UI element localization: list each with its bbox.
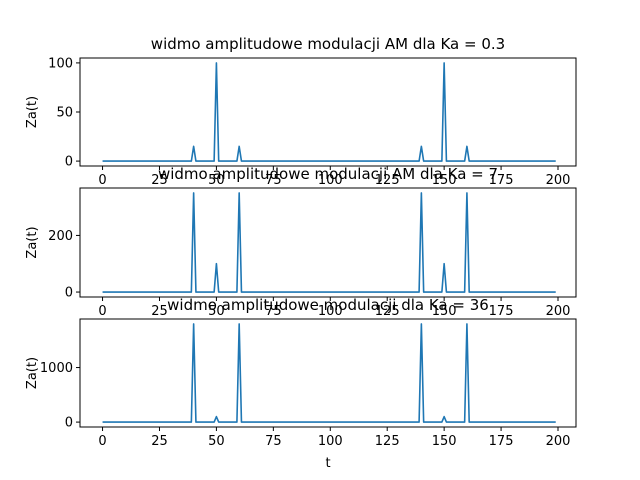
- x-tick-label: 125: [375, 304, 400, 319]
- y-tick-label: 0: [65, 155, 73, 170]
- x-tick-label: 100: [318, 304, 343, 319]
- x-tick-label: 75: [265, 434, 282, 449]
- chart-title: widmo amplitudowe modulacji AM dla Ka = …: [158, 165, 498, 183]
- chart-title: widmo amplitudowe modulacji dla Ka = 36: [167, 296, 489, 314]
- axes-frame: [79, 187, 577, 298]
- y-axis-label: Za(t): [25, 357, 40, 389]
- subplot-3: widmo amplitudowe modulacji dla Ka = 36 Z…: [25, 296, 577, 471]
- x-tick-label: 0: [98, 173, 106, 188]
- axes-frame: [79, 57, 577, 167]
- y-axis-label: Za(t): [25, 226, 40, 258]
- x-tick-label: 75: [265, 173, 282, 188]
- y-tick-label: 200: [48, 229, 73, 244]
- x-tick-label: 150: [432, 434, 457, 449]
- x-axis-label: t: [325, 456, 330, 471]
- x-tick-label: 0: [98, 304, 106, 319]
- x-tick-label: 125: [375, 173, 400, 188]
- x-tick-label: 100: [318, 434, 343, 449]
- x-tick-label: 175: [489, 434, 514, 449]
- x-tick-label: 50: [208, 173, 225, 188]
- series-line: [102, 323, 556, 423]
- y-tick-label: 0: [65, 416, 73, 431]
- x-tick-label: 50: [208, 434, 225, 449]
- series-line: [102, 192, 556, 293]
- x-tick-label: 150: [432, 173, 457, 188]
- y-tick-label: 100: [48, 56, 73, 71]
- y-axis-label: Za(t): [25, 96, 40, 128]
- x-tick-label: 0: [98, 434, 106, 449]
- x-tick-label: 25: [151, 434, 168, 449]
- x-tick-label: 125: [375, 434, 400, 449]
- series-line: [102, 62, 556, 162]
- subplot-2: widmo amplitudowe modulacji AM dla Ka = …: [25, 165, 577, 319]
- subplot-1: widmo amplitudowe modulacji AM dla Ka = …: [25, 35, 577, 188]
- chart-title: widmo amplitudowe modulacji AM dla Ka = …: [151, 35, 505, 53]
- x-tick-label: 200: [546, 304, 571, 319]
- axes-frame: [79, 318, 577, 428]
- x-tick-label: 50: [208, 304, 225, 319]
- x-tick-label: 75: [265, 304, 282, 319]
- x-tick-label: 175: [489, 304, 514, 319]
- y-tick-label: 1000: [40, 361, 73, 376]
- x-tick-label: 25: [151, 304, 168, 319]
- y-tick-label: 0: [65, 286, 73, 301]
- x-tick-label: 200: [546, 434, 571, 449]
- y-tick-label: 50: [56, 106, 73, 121]
- x-tick-label: 200: [546, 173, 571, 188]
- x-tick-label: 175: [489, 173, 514, 188]
- x-tick-label: 150: [432, 304, 457, 319]
- x-tick-label: 25: [151, 173, 168, 188]
- x-tick-label: 100: [318, 173, 343, 188]
- subplots: widmo amplitudowe modulacji AM dla Ka = …: [25, 35, 577, 471]
